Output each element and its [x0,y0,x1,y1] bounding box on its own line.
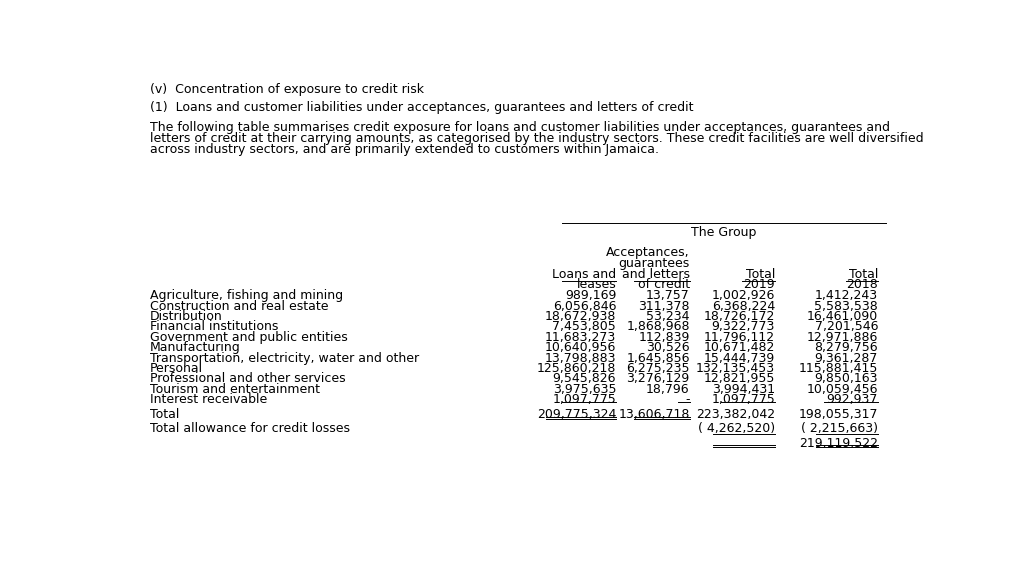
Text: 1,868,968: 1,868,968 [626,320,690,334]
Text: 18,726,172: 18,726,172 [704,310,775,323]
Text: 7,453,805: 7,453,805 [552,320,616,334]
Text: 18,796: 18,796 [647,383,690,396]
Text: 6,368,224: 6,368,224 [712,300,775,313]
Text: Government and public entities: Government and public entities [149,331,348,344]
Text: Distribution: Distribution [149,310,222,323]
Text: 1,645,856: 1,645,856 [626,351,690,365]
Text: 30,526: 30,526 [647,341,690,354]
Text: 11,683,273: 11,683,273 [545,331,616,344]
Text: 13,757: 13,757 [646,289,690,302]
Text: 9,545,826: 9,545,826 [552,373,616,385]
Text: leases: leases [576,278,616,292]
Text: The following table summarises credit exposure for loans and customer liabilitie: The following table summarises credit ex… [149,121,890,135]
Text: 115,881,415: 115,881,415 [799,362,878,375]
Text: 9,850,163: 9,850,163 [814,373,878,385]
Text: 11,796,112: 11,796,112 [704,331,775,344]
Text: 132,135,453: 132,135,453 [696,362,775,375]
Text: 8,279,756: 8,279,756 [814,341,878,354]
Text: Total: Total [746,267,775,281]
Text: 1,002,926: 1,002,926 [712,289,775,302]
Text: 3,276,129: 3,276,129 [626,373,690,385]
Text: guarantees: guarantees [619,257,690,270]
Text: Loans and: Loans and [552,267,616,281]
Text: 125,860,218: 125,860,218 [537,362,616,375]
Text: Financial institutions: Financial institutions [149,320,278,334]
Text: 112,839: 112,839 [638,331,690,344]
Text: 12,821,955: 12,821,955 [704,373,775,385]
Text: Personal: Personal [149,362,203,375]
Text: 7,201,546: 7,201,546 [814,320,878,334]
Text: Manufacturing: Manufacturing [149,341,240,354]
Text: and letters: and letters [622,267,690,281]
Text: 9,361,287: 9,361,287 [814,351,878,365]
Text: 198,055,317: 198,055,317 [799,408,878,421]
Text: 5,583,538: 5,583,538 [814,300,878,313]
Text: 16,461,090: 16,461,090 [807,310,878,323]
Text: 223,382,042: 223,382,042 [696,408,775,421]
Text: 1,097,775: 1,097,775 [711,393,775,406]
Text: 10,640,956: 10,640,956 [545,341,616,354]
Text: Professional and other services: Professional and other services [149,373,345,385]
Text: 13,798,883: 13,798,883 [544,351,616,365]
Text: Tourism and entertainment: Tourism and entertainment [149,383,319,396]
Text: ( 4,262,520): ( 4,262,520) [698,421,775,435]
Text: Total: Total [149,408,179,421]
Text: The Group: The Group [692,226,757,239]
Text: 3,994,431: 3,994,431 [712,383,775,396]
Text: Transportation, electricity, water and other: Transportation, electricity, water and o… [149,351,418,365]
Text: 1,412,243: 1,412,243 [815,289,878,302]
Text: 219,119,522: 219,119,522 [799,436,878,450]
Text: Total: Total [849,267,878,281]
Text: -: - [685,393,690,406]
Text: ( 2,215,663): ( 2,215,663) [801,421,878,435]
Text: Total allowance for credit losses: Total allowance for credit losses [149,421,350,435]
Text: 209,775,324: 209,775,324 [537,408,616,421]
Text: 311,378: 311,378 [638,300,690,313]
Text: (1)  Loans and customer liabilities under acceptances, guarantees and letters of: (1) Loans and customer liabilities under… [149,101,693,114]
Text: Construction and real estate: Construction and real estate [149,300,328,313]
Text: 992,937: 992,937 [827,393,878,406]
Text: 2019: 2019 [744,278,775,292]
Text: of credit: of credit [637,278,690,292]
Text: 3,975,635: 3,975,635 [552,383,616,396]
Text: 1,097,775: 1,097,775 [552,393,616,406]
Text: Acceptances,: Acceptances, [606,246,690,259]
Text: (v)  Concentration of exposure to credit risk: (v) Concentration of exposure to credit … [149,83,424,96]
Text: 12,971,886: 12,971,886 [807,331,878,344]
Text: 18,672,938: 18,672,938 [545,310,616,323]
Text: 15,444,739: 15,444,739 [704,351,775,365]
Text: 9,322,773: 9,322,773 [712,320,775,334]
Text: 2018: 2018 [846,278,878,292]
Text: 13,606,718: 13,606,718 [618,408,690,421]
Text: Agriculture, fishing and mining: Agriculture, fishing and mining [149,289,343,302]
Text: Interest receivable: Interest receivable [149,393,267,406]
Text: across industry sectors, and are primarily extended to customers within Jamaica.: across industry sectors, and are primari… [149,143,659,156]
Text: 10,059,456: 10,059,456 [806,383,878,396]
Text: 6,056,846: 6,056,846 [552,300,616,313]
Text: 53,234: 53,234 [647,310,690,323]
Text: 10,671,482: 10,671,482 [704,341,775,354]
Text: 989,169: 989,169 [565,289,616,302]
Text: letters of credit at their carrying amounts, as categorised by the industry sect: letters of credit at their carrying amou… [149,132,923,145]
Text: 6,275,235: 6,275,235 [626,362,690,375]
